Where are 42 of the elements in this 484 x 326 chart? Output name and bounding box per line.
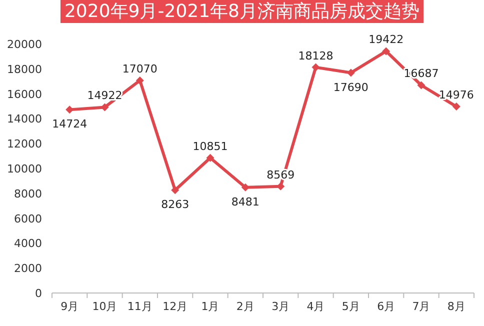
y-tick-label: 4000 (14, 237, 42, 250)
y-tick-label: 16000 (7, 88, 42, 101)
y-tick-label: 18000 (7, 62, 42, 76)
data-label: 17070 (122, 62, 158, 76)
point (452, 102, 460, 111)
data-label: 18128 (298, 49, 334, 62)
chart-title: 2020年9月-2021年8月济南商品房成交趋势 (64, 1, 420, 22)
y-tick-label: 20000 (7, 38, 42, 51)
y-tick-label: 14000 (7, 112, 42, 126)
data-label: 14976 (438, 88, 474, 102)
y-tick-label: 12000 (7, 138, 42, 151)
x-tick-label: 6月 (377, 300, 396, 313)
data-label: 14724 (52, 118, 88, 131)
y-tick-label: 2000 (14, 262, 42, 276)
y-tick-label: 10000 (7, 162, 42, 176)
x-tick-label: 1月 (201, 300, 220, 313)
y-tick-label: 8000 (14, 187, 42, 200)
x-tick-label: 11月 (127, 300, 152, 313)
data-label: 8263 (161, 198, 190, 212)
data-label: 10851 (192, 140, 228, 153)
x-tick-label: 7月 (412, 300, 430, 313)
point (312, 63, 320, 72)
x-tick-label: 8月 (447, 300, 466, 313)
x-tick-label: 3月 (272, 300, 290, 313)
point (171, 186, 180, 194)
x-tick-label: 10月 (92, 300, 118, 313)
point (206, 154, 214, 162)
point (136, 76, 144, 84)
data-label: 19422 (368, 33, 404, 46)
x-tick-label: 5月 (342, 300, 360, 313)
x-tick-label: 2月 (236, 300, 254, 313)
x-tick-label: 4月 (306, 300, 325, 313)
data-label: 8481 (231, 195, 260, 208)
y-tick-label: 0 (35, 287, 42, 300)
point (346, 68, 355, 77)
x-tick-label: 12月 (162, 300, 188, 313)
data-label: 17690 (333, 80, 368, 94)
point (241, 183, 250, 192)
point (417, 81, 426, 90)
x-tick-label: 9月 (60, 300, 79, 313)
y-tick-label: 6000 (14, 212, 42, 226)
point (382, 47, 390, 56)
